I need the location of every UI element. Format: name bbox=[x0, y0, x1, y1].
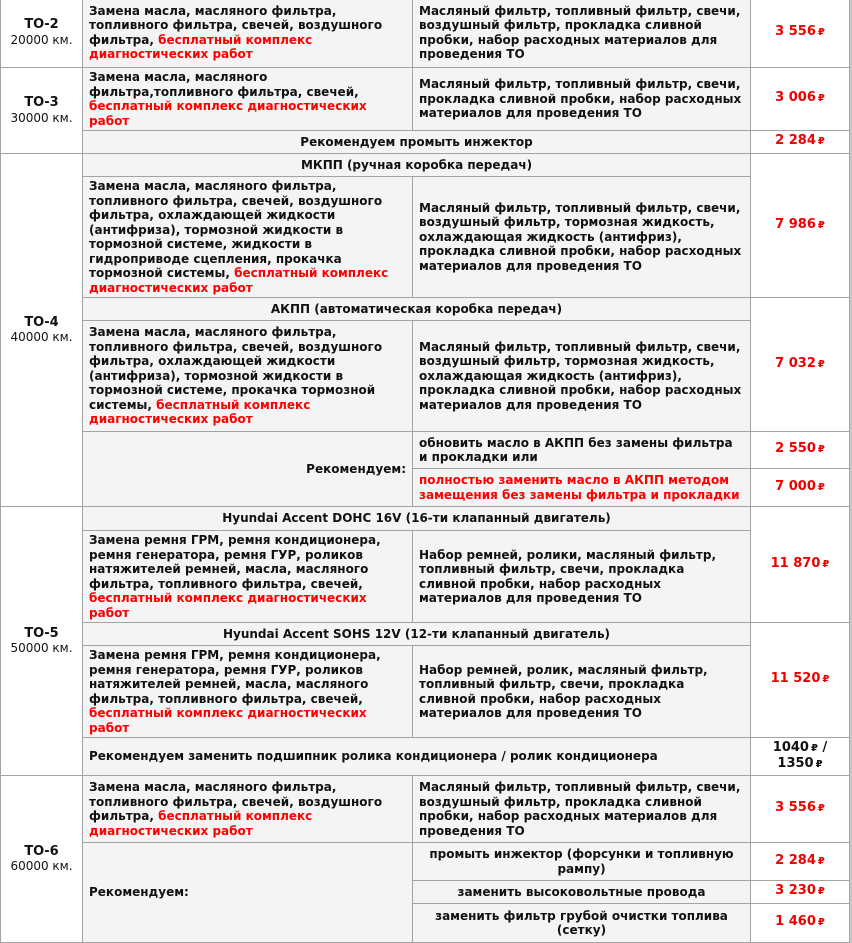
table-row: Рекомендуем промыть инжектор 2 284 ₽ bbox=[1, 130, 850, 154]
price-cell: 2 284 ₽ bbox=[750, 842, 850, 881]
work-cell: Замена масла, масляного фильтра, топливн… bbox=[82, 176, 413, 298]
recommendation: Рекомендуем промыть инжектор bbox=[82, 130, 751, 154]
parts-cell: Масляный фильтр, топливный фильтр, свечи… bbox=[412, 320, 751, 432]
recommendation: заменить высоковольтные провода bbox=[412, 880, 751, 904]
to-label: ТО-4 40000 км. bbox=[0, 153, 83, 507]
table-row: Hyundai Accent SOHS 12V (12-ти клапанный… bbox=[1, 622, 850, 738]
table-row: Замена масла, масляного фильтра, топливн… bbox=[1, 320, 850, 432]
table-row: Рекомендуем: промыть инжектор (форсунки … bbox=[1, 842, 850, 943]
to-label: ТО-5 50000 км. bbox=[0, 506, 83, 776]
table-row: Замена масла, масляного фильтра, топливн… bbox=[1, 176, 850, 298]
work-cell: Замена масла, масляного фильтра,топливно… bbox=[82, 67, 413, 131]
table-row: заменить высоковольтные провода 3 230 ₽ bbox=[1, 880, 850, 904]
table-row: ТО-4 40000 км. МКПП (ручная коробка перед… bbox=[0, 153, 850, 507]
section-header: АКПП (автоматическая коробка передач) bbox=[82, 297, 751, 321]
table-row: Рекомендуем: обновить масло в АКПП без з… bbox=[1, 431, 850, 507]
table-row: ТО-5 50000 км. Hyundai Accent DOHC 16V (1… bbox=[0, 506, 850, 776]
section-header: Hyundai Accent DOHC 16V (16-ти клапанный… bbox=[82, 506, 751, 531]
price-cell: 3 556 ₽ bbox=[750, 775, 850, 843]
recommendation: полностью заменить масло в АКПП методом … bbox=[412, 468, 751, 507]
table-row: полностью заменить масло в АКПП методом … bbox=[1, 468, 850, 507]
parts-cell: Масляный фильтр, топливный фильтр, свечи… bbox=[412, 176, 751, 298]
recommendation: промыть инжектор (форсунки и топливную р… bbox=[412, 842, 751, 881]
table-row: Замена ремня ГРМ, ремня кондиционера, ре… bbox=[1, 530, 850, 623]
to-label: ТО-2 20000 км. bbox=[0, 0, 83, 68]
to-label: ТО-6 60000 км. bbox=[0, 775, 83, 943]
price-cell: 7 986 ₽ bbox=[750, 153, 850, 298]
price-cell: 11 520 ₽ bbox=[750, 622, 850, 738]
table-row: Замена ремня ГРМ, ремня кондиционера, ре… bbox=[1, 645, 850, 738]
work-cell: Замена ремня ГРМ, ремня кондиционера, ре… bbox=[82, 530, 413, 623]
price-cell: 3 006 ₽ bbox=[750, 67, 850, 131]
parts-cell: Масляный фильтр, топливный фильтр, свечи… bbox=[412, 775, 751, 843]
table-row: ТО-3 30000 км. Замена масла, масляного фи… bbox=[0, 67, 850, 154]
work-cell: Замена ремня ГРМ, ремня кондиционера, ре… bbox=[82, 645, 413, 738]
price-cell: 7 000 ₽ bbox=[750, 468, 850, 507]
recommend-label: Рекомендуем: bbox=[82, 431, 413, 507]
parts-cell: Масляный фильтр, топливный фильтр, свечи… bbox=[412, 67, 751, 131]
price-cell: 1 460 ₽ bbox=[750, 903, 850, 943]
work-cell: Замена масла, масляного фильтра, топливн… bbox=[82, 775, 413, 843]
work-cell: Замена масла, масляного фильтра, топливн… bbox=[82, 0, 413, 68]
table-row: ТО-6 60000 км. Замена масла, масляного фи… bbox=[0, 775, 850, 943]
price-cell: 3 230 ₽ bbox=[750, 880, 850, 904]
table-row: АКПП (автоматическая коробка передач) 7 … bbox=[1, 297, 850, 432]
work-cell: Замена масла, масляного фильтра, топливн… bbox=[82, 320, 413, 432]
table-row: Рекомендуем заменить подшипник ролика ко… bbox=[1, 737, 850, 776]
parts-cell: Набор ремней, ролик, масляный фильтр, то… bbox=[412, 645, 751, 738]
table-row: ТО-2 20000 км. Замена масла, масляного фи… bbox=[0, 0, 850, 68]
price-cell: 11 870 ₽ bbox=[750, 506, 850, 623]
section-header: МКПП (ручная коробка передач) bbox=[82, 153, 751, 177]
price-cell: 2 550 ₽ bbox=[750, 431, 850, 469]
recommendation: обновить масло в АКПП без замены фильтра… bbox=[412, 431, 751, 469]
parts-cell: Набор ремней, ролики, масляный фильтр, т… bbox=[412, 530, 751, 623]
section-header: Hyundai Accent SOHS 12V (12-ти клапанный… bbox=[82, 622, 751, 646]
recommendation: Рекомендуем заменить подшипник ролика ко… bbox=[82, 737, 751, 776]
recommend-label: Рекомендуем: bbox=[82, 842, 413, 943]
price-cell: 1040 ₽ /1350 ₽ bbox=[750, 737, 850, 776]
parts-cell: Масляный фильтр, топливный фильтр, свечи… bbox=[412, 0, 751, 68]
recommendation: заменить фильтр грубой очистки топлива (… bbox=[412, 903, 751, 943]
price-cell: 3 556 ₽ bbox=[750, 0, 850, 68]
to-label: ТО-3 30000 км. bbox=[0, 67, 83, 154]
price-cell: 2 284 ₽ bbox=[750, 130, 850, 154]
price-cell: 7 032 ₽ bbox=[750, 297, 850, 432]
